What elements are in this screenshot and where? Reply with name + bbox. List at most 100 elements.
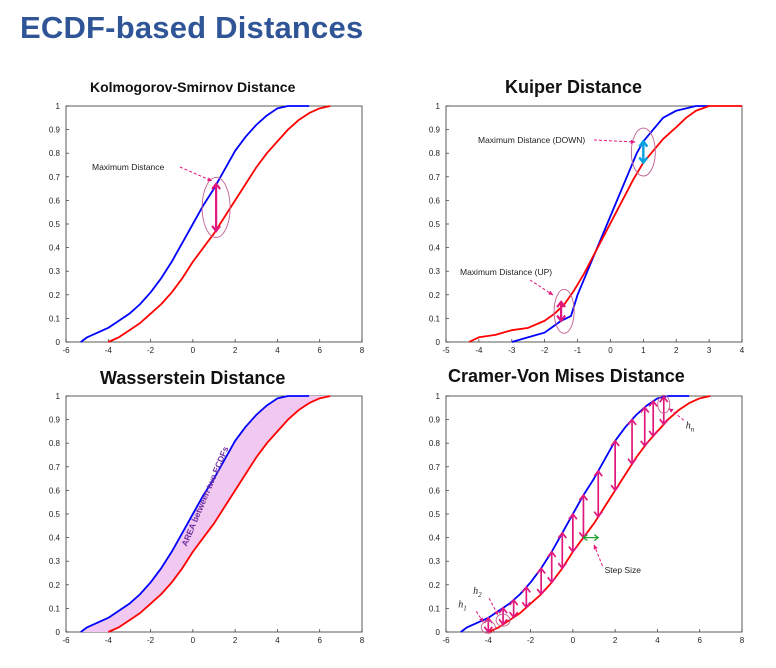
vertical-distance-arrow-head-b xyxy=(536,588,546,596)
x-tick-label: 0 xyxy=(571,636,576,645)
x-tick-label: -4 xyxy=(105,346,113,355)
x-tick-label: 6 xyxy=(317,636,322,645)
x-tick-label: 1 xyxy=(641,346,646,355)
ks-title: Kolmogorov-Smirnov Distance xyxy=(90,79,296,95)
vertical-distance-arrow-head-b xyxy=(610,484,620,492)
x-tick-label: 8 xyxy=(360,636,365,645)
x-tick-label: 2 xyxy=(674,346,679,355)
max-distance-pointer-head xyxy=(207,177,213,182)
y-tick-label: 0.4 xyxy=(49,534,61,543)
y-tick-label: 0.9 xyxy=(49,126,61,135)
x-tick-label: 3 xyxy=(707,346,712,355)
down-ellipse xyxy=(630,127,656,177)
x-tick-label: 0 xyxy=(191,636,196,645)
max-distance-up-arrow-head-a xyxy=(556,300,566,308)
up-pointer xyxy=(529,279,554,296)
y-tick-label: 1 xyxy=(56,392,61,401)
down-pointer xyxy=(593,139,636,143)
cvm-chart: -6 -4 -2 0 2 4 6 8 0 0.1 0.2 0.3 0.4 0.5 0.6 0.7 0.8 0.9 1… xyxy=(429,392,745,645)
vertical-distance-arrow-head-a xyxy=(640,405,650,414)
vertical-distance-arrow-head-b xyxy=(483,626,493,634)
step-size-arrow-head-b xyxy=(593,534,600,542)
step-size-label: Step Size xyxy=(605,565,642,575)
y-tick-label: 0.8 xyxy=(429,149,441,158)
y-tick-label: 0 xyxy=(56,338,61,347)
step-size-arrow-head-a xyxy=(582,534,588,542)
vertical-distance-arrow-head-b xyxy=(593,511,603,519)
y-tick-label: 0.7 xyxy=(429,173,441,182)
x-tick-label: 6 xyxy=(317,346,322,355)
y-tick-label: 0.3 xyxy=(429,267,441,276)
x-tick-label: -4 xyxy=(475,346,483,355)
x-tick-label: 2 xyxy=(233,346,238,355)
blue-ecdf-line xyxy=(80,395,310,633)
h1-pointer-head xyxy=(479,617,484,623)
up-ellipse xyxy=(553,288,575,334)
y-tick-label: 0 xyxy=(56,628,61,637)
area-between-ecdfs xyxy=(80,396,331,632)
up-pointer-head xyxy=(548,290,554,295)
y-tick-label: 0.8 xyxy=(49,149,61,158)
y-tick-label: 0.6 xyxy=(429,196,441,205)
vertical-distance-arrow-head-b xyxy=(640,440,650,448)
highlight-ellipse xyxy=(201,177,231,238)
step-size-pointer xyxy=(593,544,603,567)
vertical-distance-arrow-head-b xyxy=(568,546,578,554)
max-distance-down-label: Maximum Distance (DOWN) xyxy=(478,135,585,145)
x-tick-label: 6 xyxy=(697,636,702,645)
red-ecdf-line xyxy=(107,105,331,343)
y-tick-label: 0.4 xyxy=(49,244,61,253)
vertical-distance-arrow-head-a xyxy=(578,493,589,501)
y-tick-label: 0.3 xyxy=(49,557,61,566)
page-title: ECDF-based Distances xyxy=(20,10,364,45)
y-tick-label: 1 xyxy=(56,102,61,111)
x-tick-label: -6 xyxy=(62,346,70,355)
vertical-distance-arrow-head-b xyxy=(508,611,519,619)
vertical-distance-arrow-head-b xyxy=(547,576,557,584)
blue-ecdf-line xyxy=(511,105,710,343)
y-tick-label: 0.2 xyxy=(429,291,441,300)
x-tick-label: -5 xyxy=(442,346,450,355)
max-distance-up-label: Maximum Distance (UP) xyxy=(460,267,552,277)
vertical-distance-arrow-head-a xyxy=(568,512,578,520)
x-tick-label: -6 xyxy=(62,636,70,645)
y-tick-label: 0.8 xyxy=(429,439,441,448)
vertical-distance-arrow-head-a xyxy=(610,439,620,447)
wasserstein-chart: -6 -4 -2 0 2 4 6 8 0 0.1 0.2 0.3 0.4 0.5 0.6 0.7 0.8 0.9 1… xyxy=(49,392,365,645)
x-tick-label: -4 xyxy=(485,636,493,645)
x-tick-label: -4 xyxy=(105,636,113,645)
h1-label: h1 xyxy=(458,599,467,612)
hn-ellipse xyxy=(657,394,671,414)
vertical-distance-arrow-head-a xyxy=(536,566,546,574)
vertical-distance-arrow-head-a xyxy=(627,418,637,426)
max-distance-label: Maximum Distance xyxy=(92,162,165,172)
x-tick-label: -2 xyxy=(147,346,155,355)
kuiper-title: Kuiper Distance xyxy=(505,77,643,97)
hn-pointer-head xyxy=(668,408,674,413)
y-tick-label: 0.5 xyxy=(429,220,441,229)
x-tick-label: 8 xyxy=(360,346,365,355)
y-tick-label: 0.3 xyxy=(429,557,441,566)
x-tick-label: 4 xyxy=(740,346,745,355)
y-tick-label: 0.7 xyxy=(429,463,441,472)
plot-area xyxy=(445,395,743,633)
y-tick-label: 0.5 xyxy=(429,510,441,519)
down-pointer-head xyxy=(630,139,636,144)
y-tick-label: 0.9 xyxy=(429,416,441,425)
y-tick-label: 1 xyxy=(436,102,441,111)
y-tick-label: 0 xyxy=(436,628,441,637)
y-tick-label: 0.2 xyxy=(49,581,61,590)
y-tick-label: 0.4 xyxy=(429,244,441,253)
x-tick-label: 4 xyxy=(655,636,660,645)
max-distance-down-arrow-head-b xyxy=(638,156,649,165)
y-tick-label: 0.7 xyxy=(49,173,61,182)
plot-area xyxy=(445,105,743,343)
y-tick-label: 0.5 xyxy=(49,220,61,229)
vertical-distance-arrow-head-a xyxy=(521,585,532,593)
x-tick-label: -2 xyxy=(541,346,549,355)
h1-ellipse xyxy=(480,620,496,634)
x-tick-label: -6 xyxy=(442,636,450,645)
y-tick-label: 0.2 xyxy=(49,291,61,300)
x-tick-label: -2 xyxy=(147,636,155,645)
y-tick-label: 0.9 xyxy=(49,416,61,425)
